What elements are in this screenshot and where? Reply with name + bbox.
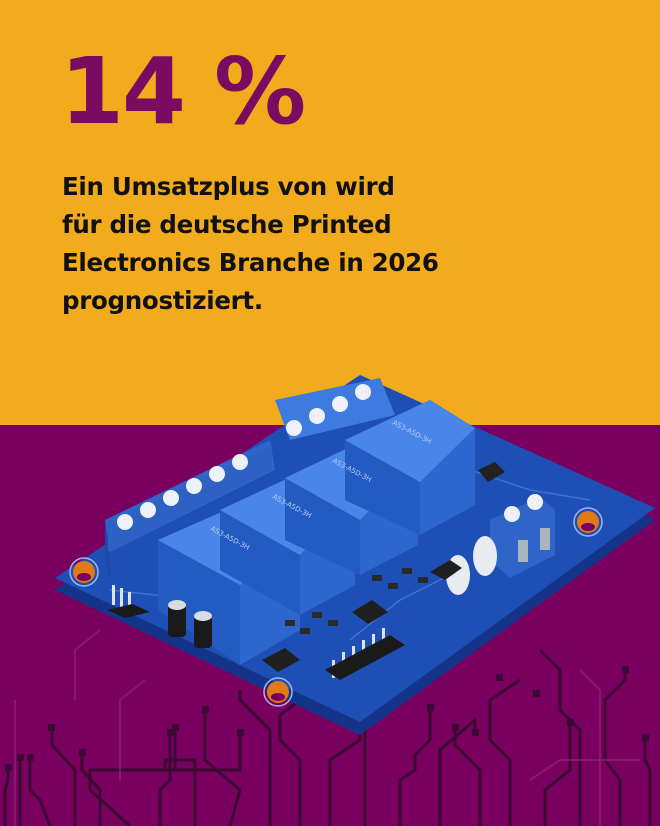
description-line: prognostiziert. — [62, 286, 263, 315]
stat-description: Ein Umsatzplus von wird für die deutsche… — [62, 168, 492, 320]
description-line: für die deutsche Printed — [62, 210, 392, 239]
description-line: Ein Umsatzplus von wird — [62, 172, 395, 201]
stat-value: 14 % — [60, 38, 306, 145]
smd-resistor-icon — [285, 568, 428, 634]
circuit-traces-icon — [3, 648, 652, 826]
circuit-board-icon: AS3-A5D-3H AS3-A5D-3H AS3-A5D-3H AS3-A5D… — [3, 375, 655, 826]
terminal-block-icon — [105, 378, 395, 585]
terminal-block-icon — [490, 494, 555, 578]
chip-icon — [262, 560, 462, 672]
top-panel: 14 % Ein Umsatzplus von wird für die deu… — [0, 0, 660, 425]
capacitor-icon — [168, 600, 212, 648]
relay-icon — [345, 400, 475, 535]
mounting-hole-icon — [69, 507, 603, 707]
pin-header-icon — [107, 585, 405, 680]
description-line: Electronics Branche in 2026 — [62, 248, 439, 277]
